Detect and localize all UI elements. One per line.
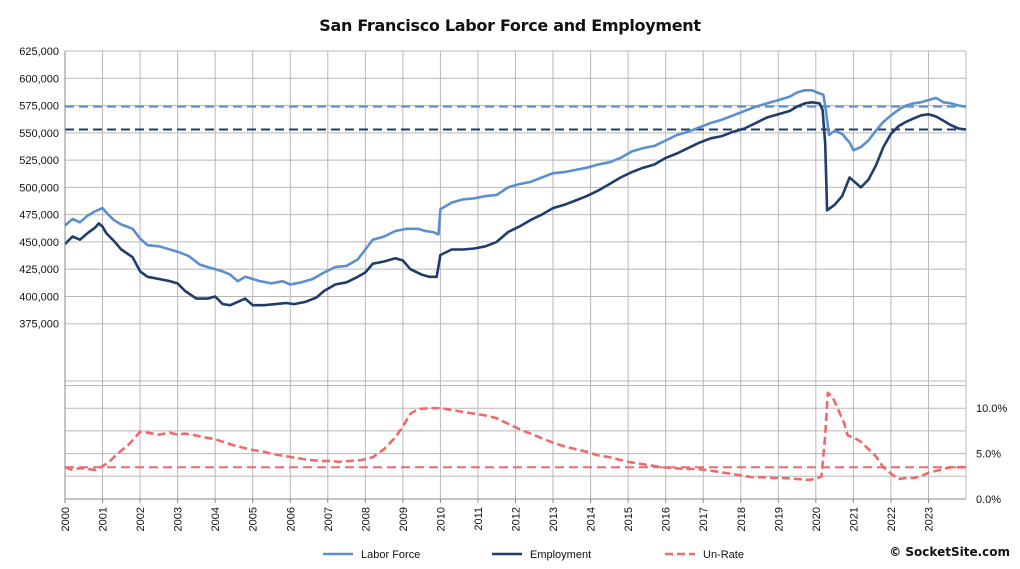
y-tick-label: 550,000 (19, 128, 59, 140)
x-tick-label: 2007 (323, 507, 335, 531)
x-tick-label: 2023 (923, 507, 935, 531)
x-tick-label: 2017 (698, 507, 710, 531)
legend-label: Employment (530, 549, 591, 561)
y-tick-label: 600,000 (19, 73, 59, 85)
x-tick-label: 2005 (248, 507, 260, 531)
x-tick-label: 2019 (773, 507, 785, 531)
grid (64, 50, 967, 499)
x-tick-label: 2022 (886, 507, 898, 531)
copyright-text: © SocketSite.com (889, 545, 1010, 559)
series-line-employment (64, 101, 967, 307)
y-tick-label: 425,000 (19, 264, 59, 276)
legend-label: Un-Rate (703, 549, 744, 561)
x-tick-label: 2011 (473, 507, 485, 531)
y-tick-label: 375,000 (19, 319, 59, 331)
y-tick-label: 525,000 (19, 155, 59, 167)
y-tick-label: 575,000 (19, 101, 59, 113)
x-tick-label: 2014 (586, 507, 598, 531)
series-line-un-rate (64, 391, 966, 482)
series-lines (64, 89, 967, 482)
axes: 375,000 400,000 425,000 450,000 475,000 500,0… (19, 46, 1007, 531)
y-tick-label: 450,000 (19, 237, 59, 249)
chart-title: San Francisco Labor Force and Employment (319, 16, 701, 35)
x-tick-label: 2001 (98, 507, 110, 531)
x-tick-label: 2004 (210, 507, 222, 531)
series-line-labor-force (64, 89, 967, 286)
legend-label: Labor Force (361, 549, 420, 561)
x-tick-label: 2000 (60, 507, 72, 531)
x-tick-label: 2021 (848, 507, 860, 531)
x-tick-label: 2006 (285, 507, 297, 531)
x-tick-label: 2002 (135, 507, 147, 531)
x-tick-label: 2015 (623, 507, 635, 531)
y-tick-label: 625,000 (19, 46, 59, 58)
y-tick-label: 500,000 (19, 182, 59, 194)
x-tick-label: 2003 (173, 507, 185, 531)
x-tick-label: 2012 (511, 507, 523, 531)
reference-lines (65, 105, 966, 469)
y-tick-label: 475,000 (19, 210, 59, 222)
x-tick-label: 2020 (811, 507, 823, 531)
x-tick-label: 2008 (360, 507, 372, 531)
x-tick-label: 2010 (435, 507, 447, 531)
y-tick-label: 400,000 (19, 291, 59, 303)
x-tick-label: 2018 (736, 507, 748, 531)
right-tick-label: 10.0% (976, 403, 1007, 415)
right-tick-label: 5.0% (976, 449, 1001, 461)
x-tick-label: 2016 (661, 507, 673, 531)
x-tick-label: 2009 (398, 507, 410, 531)
right-tick-label: 0.0% (976, 494, 1001, 506)
x-tick-label: 2013 (548, 507, 560, 531)
legend: Labor Force Employment Un-Rate (323, 549, 744, 561)
